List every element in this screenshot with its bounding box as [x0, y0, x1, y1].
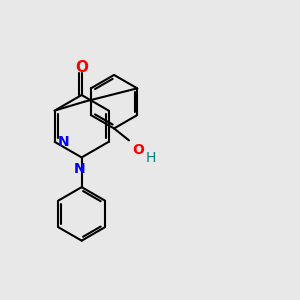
Text: N: N: [74, 162, 85, 176]
Text: O: O: [75, 60, 88, 75]
Text: H: H: [145, 151, 156, 165]
Text: O: O: [132, 143, 144, 157]
Text: N: N: [58, 135, 70, 149]
